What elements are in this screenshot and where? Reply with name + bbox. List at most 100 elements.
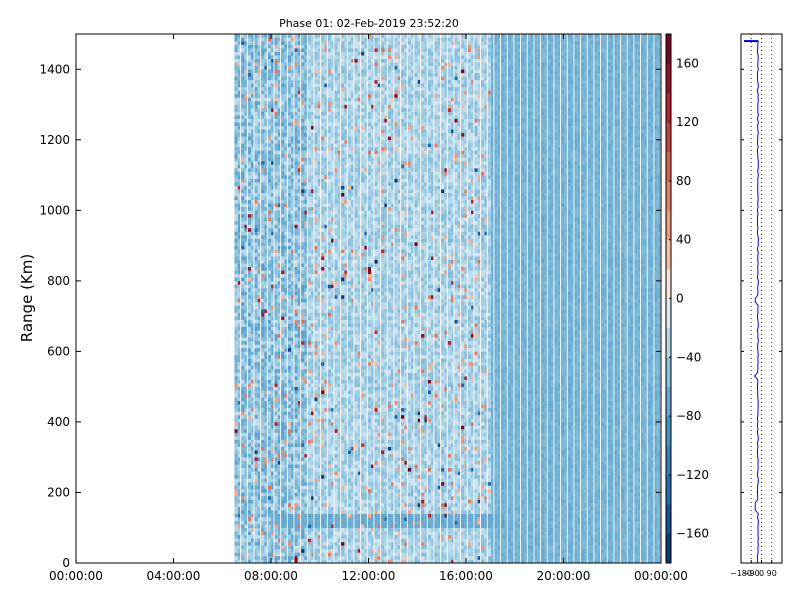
heatmap-cell [241,393,245,398]
heatmap-cell [284,69,287,74]
heatmap-cell [334,330,338,335]
heatmap-cell [337,365,341,370]
heatmap-cell [234,136,238,141]
heatmap-cell [277,79,281,84]
heatmap-cell [251,210,254,215]
heatmap-cell [297,404,301,409]
heatmap-cell [234,132,238,137]
heatmap-cell [294,196,298,201]
heatmap-cell [264,37,267,42]
heatmap-cell [297,531,301,536]
heatmap-cell [301,150,305,155]
heatmap-cell [281,37,285,42]
heatmap-cell [341,203,345,208]
heatmap-cell [251,467,254,472]
heatmap-cell [314,524,318,529]
heatmap-cell [327,280,332,285]
heatmap-cell [311,400,314,405]
heatmap-cell [304,93,307,98]
heatmap-cell [307,517,312,521]
heatmap-cell [244,393,247,398]
heatmap-cell [284,418,287,423]
heatmap-cell [311,48,314,52]
heatmap-cell [254,534,258,539]
heatmap-cell [257,312,261,317]
heatmap-cell [317,499,321,504]
heatmap-cell [267,372,272,377]
heatmap-cell [254,213,258,218]
heatmap-cell [334,242,338,246]
heatmap-cell [321,62,325,67]
heatmap-cell [317,65,321,70]
heatmap-cell [287,238,292,243]
heatmap-cell [294,62,298,67]
heatmap-cell [321,160,325,165]
heatmap-cell [304,407,307,412]
heatmap-cell [304,182,307,186]
heatmap-cell [307,457,312,462]
heatmap-cell [334,249,338,253]
heatmap-cell [314,527,318,532]
heatmap-cell [291,513,294,518]
heatmap-cell [281,104,285,109]
heatmap-cell [301,86,305,91]
heatmap-cell [264,312,267,317]
heatmap-cell [284,361,287,366]
heatmap-cell [304,259,307,264]
heatmap-cell [327,263,332,268]
heatmap-cell [337,122,341,126]
heatmap-cell [331,220,334,225]
heatmap-cell [254,157,258,162]
heatmap-cell [281,481,285,486]
heatmap-cell [244,125,247,130]
heatmap-cell [344,510,347,514]
heatmap-cell [304,132,307,137]
heatmap-cell [327,460,332,465]
heatmap-cell [331,37,334,42]
heatmap-cell [344,506,347,511]
heatmap-cell [334,111,338,116]
heatmap-cell [254,351,258,356]
heatmap-cell [261,481,265,486]
heatmap-cell [237,150,241,155]
heatmap-cell [317,168,321,172]
heatmap-cell [334,478,338,483]
heatmap-cell [261,115,265,119]
heatmap-cell [251,118,254,123]
heatmap-cell [297,34,301,38]
heatmap-cell [291,376,294,380]
heatmap-cell [337,115,341,119]
heatmap-cell [341,192,345,197]
heatmap-cell [254,72,258,77]
heatmap-cell [297,513,301,518]
heatmap-cell [297,376,301,380]
heatmap-cell [307,330,312,335]
heatmap-cell [314,555,318,560]
heatmap-cell [311,242,314,246]
heatmap-cell [241,443,245,447]
heatmap-cell [277,319,281,324]
heatmap-cell [244,298,247,303]
heatmap-cell [257,386,261,391]
heatmap-cell [291,436,294,440]
heatmap-cell [297,168,301,172]
heatmap-cell [254,294,258,299]
heatmap-cell [254,65,258,70]
heatmap-cell [321,256,325,261]
heatmap-cell [341,101,345,105]
heatmap-cell [267,404,272,409]
heatmap-cell [311,220,314,225]
heatmap-cell [331,164,334,169]
heatmap-cell [291,101,294,105]
heatmap-cell [287,369,292,373]
heatmap-cell [311,143,314,148]
heatmap-cell [307,506,312,511]
heatmap-cell [301,337,305,342]
heatmap-cell [307,83,312,88]
heatmap-cell [251,319,254,324]
heatmap-cell [257,407,261,412]
heatmap-cell [254,513,258,518]
heatmap-cell [311,160,314,165]
heatmap-cell [324,495,327,500]
